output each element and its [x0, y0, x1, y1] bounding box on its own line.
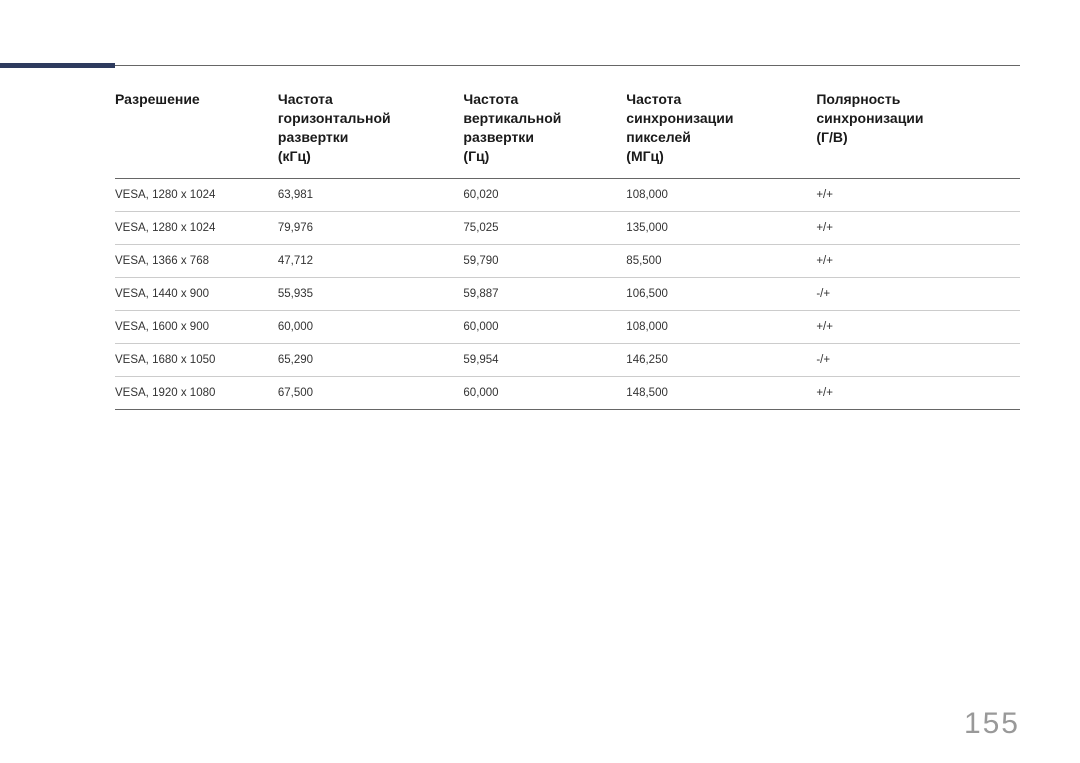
- cell-hfreq: 63,981: [278, 178, 464, 211]
- table-header-row: Разрешение Частотагоризонтальнойразвертк…: [115, 90, 1020, 178]
- table-row: VESA, 1600 x 900 60,000 60,000 108,000 +…: [115, 310, 1020, 343]
- col-header-pixel: Частотасинхронизациипикселей(МГц): [626, 90, 816, 178]
- cell-polarity: -/+: [816, 343, 1020, 376]
- cell-polarity: +/+: [816, 244, 1020, 277]
- table-body: VESA, 1280 x 1024 63,981 60,020 108,000 …: [115, 178, 1020, 409]
- cell-hfreq: 55,935: [278, 277, 464, 310]
- cell-polarity: +/+: [816, 376, 1020, 409]
- cell-vfreq: 60,000: [463, 310, 626, 343]
- cell-polarity: +/+: [816, 178, 1020, 211]
- cell-pixel: 85,500: [626, 244, 816, 277]
- cell-polarity: +/+: [816, 211, 1020, 244]
- cell-resolution: VESA, 1280 x 1024: [115, 178, 278, 211]
- table-row: VESA, 1680 x 1050 65,290 59,954 146,250 …: [115, 343, 1020, 376]
- cell-hfreq: 47,712: [278, 244, 464, 277]
- cell-pixel: 135,000: [626, 211, 816, 244]
- cell-pixel: 106,500: [626, 277, 816, 310]
- specs-table: Разрешение Частотагоризонтальнойразвертк…: [115, 90, 1020, 410]
- cell-hfreq: 67,500: [278, 376, 464, 409]
- table-row: VESA, 1920 x 1080 67,500 60,000 148,500 …: [115, 376, 1020, 409]
- cell-vfreq: 59,790: [463, 244, 626, 277]
- accent-bar: [0, 63, 115, 68]
- col-header-vfreq: Частотавертикальнойразвертки(Гц): [463, 90, 626, 178]
- cell-polarity: -/+: [816, 277, 1020, 310]
- cell-pixel: 148,500: [626, 376, 816, 409]
- content-area: Разрешение Частотагоризонтальнойразвертк…: [115, 90, 1020, 410]
- cell-vfreq: 75,025: [463, 211, 626, 244]
- cell-hfreq: 65,290: [278, 343, 464, 376]
- cell-pixel: 108,000: [626, 310, 816, 343]
- table-row: VESA, 1280 x 1024 79,976 75,025 135,000 …: [115, 211, 1020, 244]
- cell-vfreq: 60,020: [463, 178, 626, 211]
- cell-pixel: 108,000: [626, 178, 816, 211]
- cell-vfreq: 59,954: [463, 343, 626, 376]
- top-divider: [115, 65, 1020, 66]
- cell-vfreq: 59,887: [463, 277, 626, 310]
- col-header-polarity: Полярностьсинхронизации(Г/В): [816, 90, 1020, 178]
- cell-pixel: 146,250: [626, 343, 816, 376]
- table-row: VESA, 1366 x 768 47,712 59,790 85,500 +/…: [115, 244, 1020, 277]
- cell-resolution: VESA, 1680 x 1050: [115, 343, 278, 376]
- col-header-resolution: Разрешение: [115, 90, 278, 178]
- cell-resolution: VESA, 1600 x 900: [115, 310, 278, 343]
- cell-polarity: +/+: [816, 310, 1020, 343]
- table-row: VESA, 1440 x 900 55,935 59,887 106,500 -…: [115, 277, 1020, 310]
- cell-resolution: VESA, 1920 x 1080: [115, 376, 278, 409]
- table-row: VESA, 1280 x 1024 63,981 60,020 108,000 …: [115, 178, 1020, 211]
- cell-resolution: VESA, 1440 x 900: [115, 277, 278, 310]
- cell-vfreq: 60,000: [463, 376, 626, 409]
- col-header-hfreq: Частотагоризонтальнойразвертки(кГц): [278, 90, 464, 178]
- cell-resolution: VESA, 1366 x 768: [115, 244, 278, 277]
- cell-hfreq: 60,000: [278, 310, 464, 343]
- cell-resolution: VESA, 1280 x 1024: [115, 211, 278, 244]
- cell-hfreq: 79,976: [278, 211, 464, 244]
- page-number: 155: [964, 707, 1020, 741]
